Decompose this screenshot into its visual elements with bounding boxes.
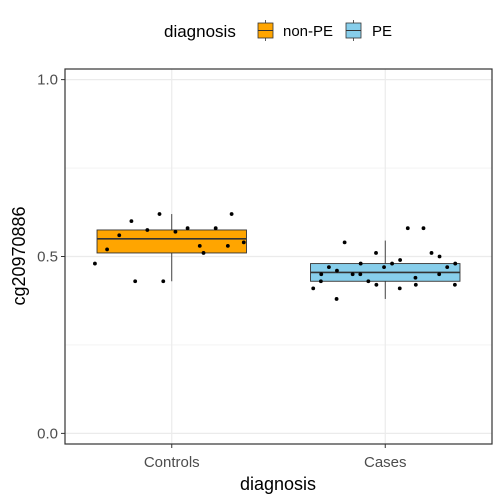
data-point [398,258,403,262]
data-point [452,282,457,287]
data-point [93,261,97,266]
legend-title: diagnosis [164,22,236,41]
data-point [129,219,134,224]
data-point [105,247,109,252]
x-axis-title: diagnosis [240,474,316,494]
jitter-points [93,212,458,301]
data-point [185,226,190,231]
data-point [358,272,363,277]
x-axis: Controls Cases [144,444,407,471]
data-point [157,212,162,216]
data-point [201,251,206,255]
data-point [117,233,122,238]
plot-panel [64,68,493,445]
data-point [197,243,202,248]
data-point [145,228,150,232]
data-point [413,282,418,287]
data-point [229,212,234,216]
box-controls [96,214,247,282]
legend-label-non-pe: non-PE [283,23,333,40]
data-point [319,272,324,277]
boxes [96,214,461,299]
x-tick-label: Cases [364,454,407,471]
data-point [366,279,371,284]
data-point [342,240,347,245]
data-point [390,261,394,266]
data-point [335,268,339,273]
data-point [213,226,218,231]
legend-key-non-pe: non-PE [257,20,333,41]
legend-label-pe: PE [372,23,392,40]
data-point [327,265,331,270]
data-point [429,251,434,255]
data-point [334,297,339,301]
data-point [358,261,363,266]
y-tick-label: 0.0 [37,425,58,442]
data-point [318,279,323,284]
data-point [413,275,418,280]
y-axis: 0.0 0.5 1.0 [37,72,65,442]
box-cases [310,240,461,299]
data-point [445,265,450,270]
data-point [173,229,178,234]
box-iqr [96,229,247,254]
y-tick-label: 1.0 [37,72,58,89]
data-point [405,226,410,231]
data-point [241,240,246,245]
data-point [350,272,355,277]
legend: diagnosis non-PE PE [164,20,392,41]
data-point [225,243,230,248]
data-point [382,265,386,270]
data-point [161,279,166,284]
data-point [453,261,458,266]
data-point [437,272,442,277]
data-point [421,226,426,231]
data-point [374,282,379,287]
data-point [374,251,378,255]
data-point [437,254,442,259]
x-tick-label: Controls [144,454,200,471]
legend-key-pe: PE [345,20,392,41]
y-axis-title: cg20970886 [9,206,29,305]
y-tick-label: 0.5 [37,249,58,266]
data-point [311,286,316,291]
data-point [133,279,138,284]
data-point [397,286,402,291]
